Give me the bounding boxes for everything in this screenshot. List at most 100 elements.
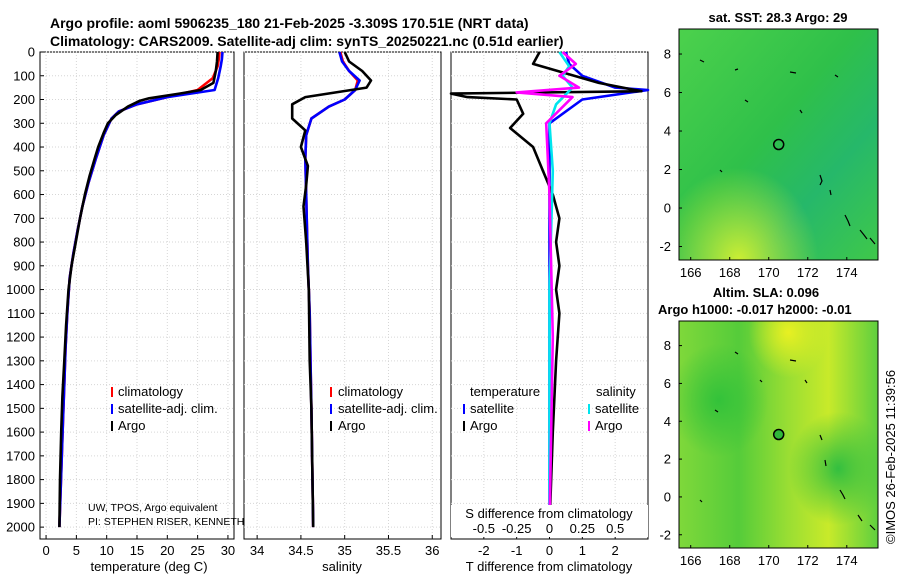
series-line-temperature-argo	[449, 51, 643, 528]
sla-argo-location-marker	[772, 428, 785, 441]
note-line-1: UW, TPOS, Argo equivalent	[88, 502, 217, 514]
x-tick-label: 35.5	[376, 543, 401, 558]
sla-coastline-specks	[699, 351, 876, 531]
map-lon-tick-label: 172	[797, 265, 819, 280]
map-lat-tick-label: 8	[664, 338, 671, 353]
depth-tick-labels: 0 100 200 300 400 500 600 700 800 900 1000 1100 1200…	[6, 45, 44, 535]
y-tick-label: 400	[13, 140, 35, 155]
s-axis-background	[451, 505, 648, 537]
temperature-tick-labels: 0 5 10 15 20 25 30	[42, 543, 235, 558]
y-tick-label: 1100	[7, 306, 35, 321]
x-tick-label: 2	[612, 543, 619, 558]
sla-map: Altim. SLA: 0.096 Argo h1000: -0.017 h20…	[658, 285, 879, 568]
salinity-series	[290, 51, 373, 528]
x-tick-label: 25	[190, 543, 204, 558]
y-tick-label: 800	[13, 235, 35, 250]
y-tick-label: 0	[28, 45, 35, 60]
legend-s-climatology-label: climatology	[338, 384, 404, 399]
s-tick-label: 0.25	[570, 521, 595, 536]
s-difference-xlabel: S difference from climatology	[465, 506, 633, 521]
s-tick-label: -0.25	[502, 521, 532, 536]
x-tick-label: 36	[425, 543, 439, 558]
map-lat-tick-label: 2	[664, 162, 671, 177]
y-tick-label: 1900	[6, 496, 35, 511]
y-tick-label: 1200	[6, 330, 35, 345]
map-lat-tick-label: 0	[664, 201, 671, 216]
sla-map-title-2: Argo h1000: -0.017 h2000: -0.01	[658, 302, 852, 317]
sst-coastline-specks	[699, 59, 876, 245]
y-tick-label: 1700	[6, 448, 35, 463]
map-lat-tick-label: 4	[664, 124, 671, 139]
map-lat-tick-label: 8	[664, 47, 671, 62]
y-tick-label: 2000	[6, 520, 35, 535]
legend-t-satellite-label: satellite	[470, 401, 514, 416]
map-lat-tick-label: 2	[664, 452, 671, 467]
sla-lat-ticks: 8 6 4 2 0 -2	[659, 338, 682, 542]
sst-lat-ticks: 8 6 4 2 0 -2	[659, 47, 682, 254]
map-lon-tick-label: 166	[680, 265, 702, 280]
sst-lon-ticks: 166 168 170 172 174	[680, 257, 858, 280]
legend-salinity-title: salinity	[596, 384, 636, 399]
difference-series	[449, 51, 650, 528]
y-tick-label: 1800	[6, 472, 35, 487]
sst-warm-patch	[679, 29, 878, 260]
map-lat-tick-label: 0	[664, 489, 671, 504]
temperature-series	[58, 51, 224, 528]
temperature-xlabel: temperature (deg C)	[90, 559, 207, 574]
legend-satellite-adj-label: satellite-adj. clim.	[118, 401, 218, 416]
map-lat-tick-label: -2	[659, 239, 671, 254]
difference-panel: -2 -1 0 1 2 T difference from climatology S …	[449, 51, 650, 574]
legend-temperature-title: temperature	[470, 384, 540, 399]
map-lat-tick-label: -2	[659, 527, 671, 542]
map-lat-tick-label: 4	[664, 414, 671, 429]
y-tick-label: 1300	[6, 353, 35, 368]
map-lat-tick-label: 6	[664, 376, 671, 391]
temperature-legend: climatology satellite-adj. clim. Argo	[111, 384, 218, 433]
sla-map-title-1: Altim. SLA: 0.096	[713, 285, 819, 300]
y-tick-label: 1000	[6, 282, 35, 297]
x-tick-label: 20	[160, 543, 174, 558]
legend-s-satellite-adj-label: satellite-adj. clim.	[338, 401, 438, 416]
map-lon-tick-label: 168	[719, 553, 741, 568]
salinity-panel: 34 34.5 35 35.5 36 salinity climatology sate…	[243, 51, 442, 574]
title-line-1: Argo profile: aoml 5906235_180 21-Feb-20…	[50, 15, 529, 31]
x-tick-label: -1	[511, 543, 523, 558]
series-line-argo	[58, 51, 219, 528]
legend-climatology-label: climatology	[118, 384, 184, 399]
s-tick-label: 0	[546, 521, 553, 536]
y-tick-label: 300	[13, 116, 35, 131]
note-line-2: PI: STEPHEN RISER, KENNETH	[88, 516, 244, 528]
series-line-argo	[290, 51, 373, 528]
map-lon-tick-label: 170	[758, 265, 780, 280]
salinity-grid	[244, 51, 441, 539]
x-tick-label: 1	[579, 543, 586, 558]
y-tick-label: 700	[13, 211, 35, 226]
x-tick-label: 34	[250, 543, 264, 558]
y-tick-label: 500	[13, 163, 35, 178]
y-tick-label: 1400	[6, 377, 35, 392]
salinity-tick-labels: 34 34.5 35 35.5 36	[250, 543, 440, 558]
x-tick-label: 15	[130, 543, 144, 558]
series-line-salinity-argo	[515, 51, 581, 528]
legend-s-satellite-label: satellite	[595, 401, 639, 416]
y-tick-label: 900	[13, 258, 35, 273]
y-tick-label: 200	[13, 92, 35, 107]
y-tick-label: 1500	[6, 401, 35, 416]
sst-map-title: sat. SST: 28.3 Argo: 29	[709, 10, 848, 25]
legend-argo-label: Argo	[118, 418, 145, 433]
sst-map: sat. SST: 28.3 Argo: 29 166 168 170 172 174 …	[659, 10, 879, 280]
sla-frame	[678, 320, 879, 549]
title-line-2: Climatology: CARS2009. Satellite-adj cli…	[50, 33, 564, 49]
s-tick-label: 0.5	[606, 521, 624, 536]
map-lon-tick-label: 174	[836, 553, 858, 568]
legend-t-argo-label: Argo	[470, 418, 497, 433]
sst-frame	[678, 28, 879, 261]
s-tick-label: -0.5	[473, 521, 495, 536]
x-tick-label: 0	[42, 543, 49, 558]
sst-argo-location-marker	[772, 138, 785, 151]
x-tick-label: 34.5	[288, 543, 313, 558]
map-lat-tick-label: 6	[664, 85, 671, 100]
temperature-panel: 0100200300400500600700800900100011001200…	[6, 45, 244, 575]
difference-legend: temperature salinity satellite Argo sate…	[463, 384, 639, 433]
